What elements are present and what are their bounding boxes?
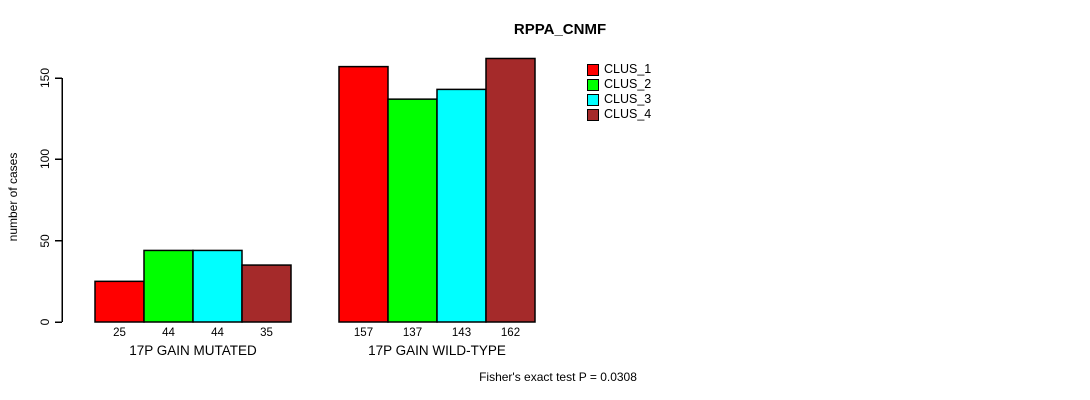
bar-value-label: 44 <box>211 327 224 339</box>
legend-label: CLUS_1 <box>604 62 652 76</box>
bar-value-label: 162 <box>500 327 521 339</box>
bar-value-label: 25 <box>113 327 126 339</box>
y-tick-label-50: 50 <box>38 233 52 248</box>
legend-item-clus_2: CLUS_2 <box>587 77 651 92</box>
legend-swatch-icon <box>587 78 599 91</box>
bar-value-label: 44 <box>162 327 175 339</box>
fisher-test-annotation: Fisher's exact test P = 0.0308 <box>479 370 637 384</box>
legend-swatch-icon <box>587 63 599 76</box>
bar-clus_3 <box>436 88 487 323</box>
bar-clus_2 <box>387 98 438 323</box>
bar-value-label: 137 <box>402 327 423 339</box>
legend-item-clus_3: CLUS_3 <box>587 92 651 107</box>
bar-clus_1 <box>94 280 145 323</box>
legend-label: CLUS_3 <box>604 92 652 106</box>
y-tick-label-100: 100 <box>38 149 52 170</box>
bar-clus_4 <box>485 57 536 323</box>
bar-value-label: 157 <box>353 327 374 339</box>
bar-clus_1 <box>338 65 389 323</box>
bar-clus_4 <box>241 264 292 323</box>
legend-label: CLUS_4 <box>604 107 652 121</box>
category-label: 17P GAIN WILD-TYPE <box>368 343 506 358</box>
category-label: 17P GAIN MUTATED <box>129 343 257 358</box>
bar-clus_2 <box>143 249 194 323</box>
legend-swatch-icon <box>587 108 599 121</box>
legend-item-clus_1: CLUS_1 <box>587 62 651 77</box>
y-tick-label-0: 0 <box>38 318 52 326</box>
y-tick-label-150: 150 <box>38 67 52 89</box>
bar-value-label: 35 <box>260 327 273 339</box>
bar-value-label: 143 <box>451 327 472 339</box>
legend: CLUS_1 CLUS_2 CLUS_3 CLUS_4 <box>587 62 651 122</box>
chart-title: RPPA_CNMF <box>513 21 607 38</box>
legend-item-clus_4: CLUS_4 <box>587 107 651 122</box>
bar-clus_3 <box>192 249 243 323</box>
legend-swatch-icon <box>587 93 599 106</box>
legend-label: CLUS_2 <box>604 77 652 91</box>
